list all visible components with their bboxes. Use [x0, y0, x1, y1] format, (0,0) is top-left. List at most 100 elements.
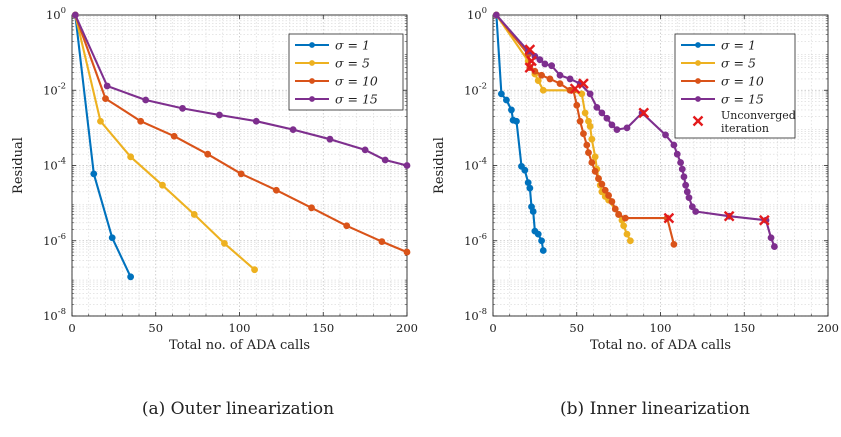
y-tick-base: 10 [464, 83, 479, 97]
data-point [137, 117, 145, 125]
x-tick-label: 100 [650, 321, 672, 335]
data-point [403, 162, 411, 169]
data-point [508, 106, 515, 114]
data-point [611, 205, 619, 213]
data-point [272, 186, 280, 194]
x-tick-label: 200 [396, 321, 418, 335]
legend-label: σ = 5 [335, 56, 370, 71]
legend-swatch-marker [309, 60, 315, 66]
data-point [692, 208, 700, 215]
legend-box [674, 33, 796, 139]
legend-label: σ = 15 [335, 92, 378, 107]
data-point [492, 11, 500, 19]
x-tick-label: 150 [312, 321, 334, 335]
data-point [127, 153, 135, 161]
y-axis-label: Residual [11, 137, 26, 194]
data-point [608, 121, 616, 129]
y-tick-exponent: -2 [58, 81, 66, 91]
y-tick-exponent: -4 [58, 157, 66, 167]
x-tick-label: 100 [229, 321, 251, 335]
marker-stroke [723, 210, 735, 222]
legend-label-line: iteration [721, 122, 769, 135]
y-tick-base: 10 [464, 309, 479, 323]
y-tick-label: 10-6 [43, 232, 66, 248]
data-point [688, 203, 696, 211]
data-point [605, 192, 612, 199]
data-point [603, 114, 611, 122]
x-tick-label: 50 [148, 321, 163, 335]
legend-label: σ = 1 [721, 38, 756, 53]
marker-stroke [663, 212, 675, 224]
legend-swatch-marker [309, 96, 315, 102]
legend-label: σ = 5 [721, 56, 756, 71]
data-point [623, 230, 631, 238]
y-tick-exponent: -8 [58, 307, 66, 317]
legend-swatch-marker [695, 60, 701, 66]
data-point [623, 124, 631, 132]
unconverged-marker [759, 214, 770, 226]
marker-stroke [526, 55, 537, 67]
data-point [680, 173, 688, 181]
data-point [662, 131, 669, 139]
data-point [108, 234, 116, 242]
data-point [237, 170, 245, 178]
legend-swatch-marker [309, 42, 315, 48]
unconverged-marker [526, 55, 537, 67]
legend: σ = 1 σ = 5 σ = 10 σ = 15 Unconverged iterati… [674, 33, 796, 139]
data-point [503, 96, 510, 104]
data-point [591, 167, 599, 175]
data-point [541, 60, 549, 68]
data-point [580, 130, 587, 138]
data-point [598, 109, 606, 117]
data-point [556, 71, 564, 79]
legend-swatch-marker [695, 42, 701, 48]
data-point [497, 90, 505, 98]
data-point [221, 240, 228, 247]
data-point [593, 104, 601, 111]
data-point [90, 170, 98, 178]
data-point [573, 101, 581, 109]
marker-stroke [524, 62, 536, 73]
data-point [591, 153, 599, 161]
y-tick-label: 10-2 [464, 81, 487, 97]
data-point [601, 186, 609, 194]
y-tick-label: 10-4 [464, 157, 487, 173]
data-point [534, 77, 542, 85]
y-tick-label: 10-8 [43, 307, 66, 323]
x-tick-label: 200 [817, 321, 839, 335]
data-point [539, 247, 547, 254]
x-tick-label: 150 [733, 321, 755, 335]
x-tick-label: 0 [489, 321, 496, 335]
legend-x-marker [692, 115, 704, 127]
unconverged-marker [723, 210, 735, 222]
data-point [204, 150, 212, 158]
legend-label: σ = 10 [721, 74, 764, 89]
data-point [524, 179, 532, 187]
y-tick-base: 10 [43, 309, 58, 323]
data-point [548, 62, 556, 70]
data-point [673, 150, 681, 158]
data-point [538, 237, 545, 245]
data-point [361, 146, 369, 154]
data-point [598, 180, 606, 188]
series-1 [71, 11, 258, 274]
legend-swatch-marker [309, 78, 315, 84]
data-point [678, 165, 686, 173]
y-tick-base: 10 [43, 83, 58, 97]
data-point [127, 273, 135, 281]
data-point [190, 211, 198, 218]
data-point [102, 95, 109, 102]
data-point [546, 75, 554, 83]
y-tick-exponent: -8 [479, 307, 487, 317]
y-tick-base: 10 [46, 8, 61, 22]
legend-label: σ = 10 [335, 74, 378, 89]
y-axis-label: Residual [432, 137, 447, 194]
data-point [621, 214, 629, 222]
y-tick-base: 10 [43, 234, 58, 248]
y-tick-base: 10 [467, 8, 482, 22]
data-point [583, 141, 591, 149]
y-tick-label: 10-2 [43, 81, 66, 97]
data-point [142, 96, 150, 104]
